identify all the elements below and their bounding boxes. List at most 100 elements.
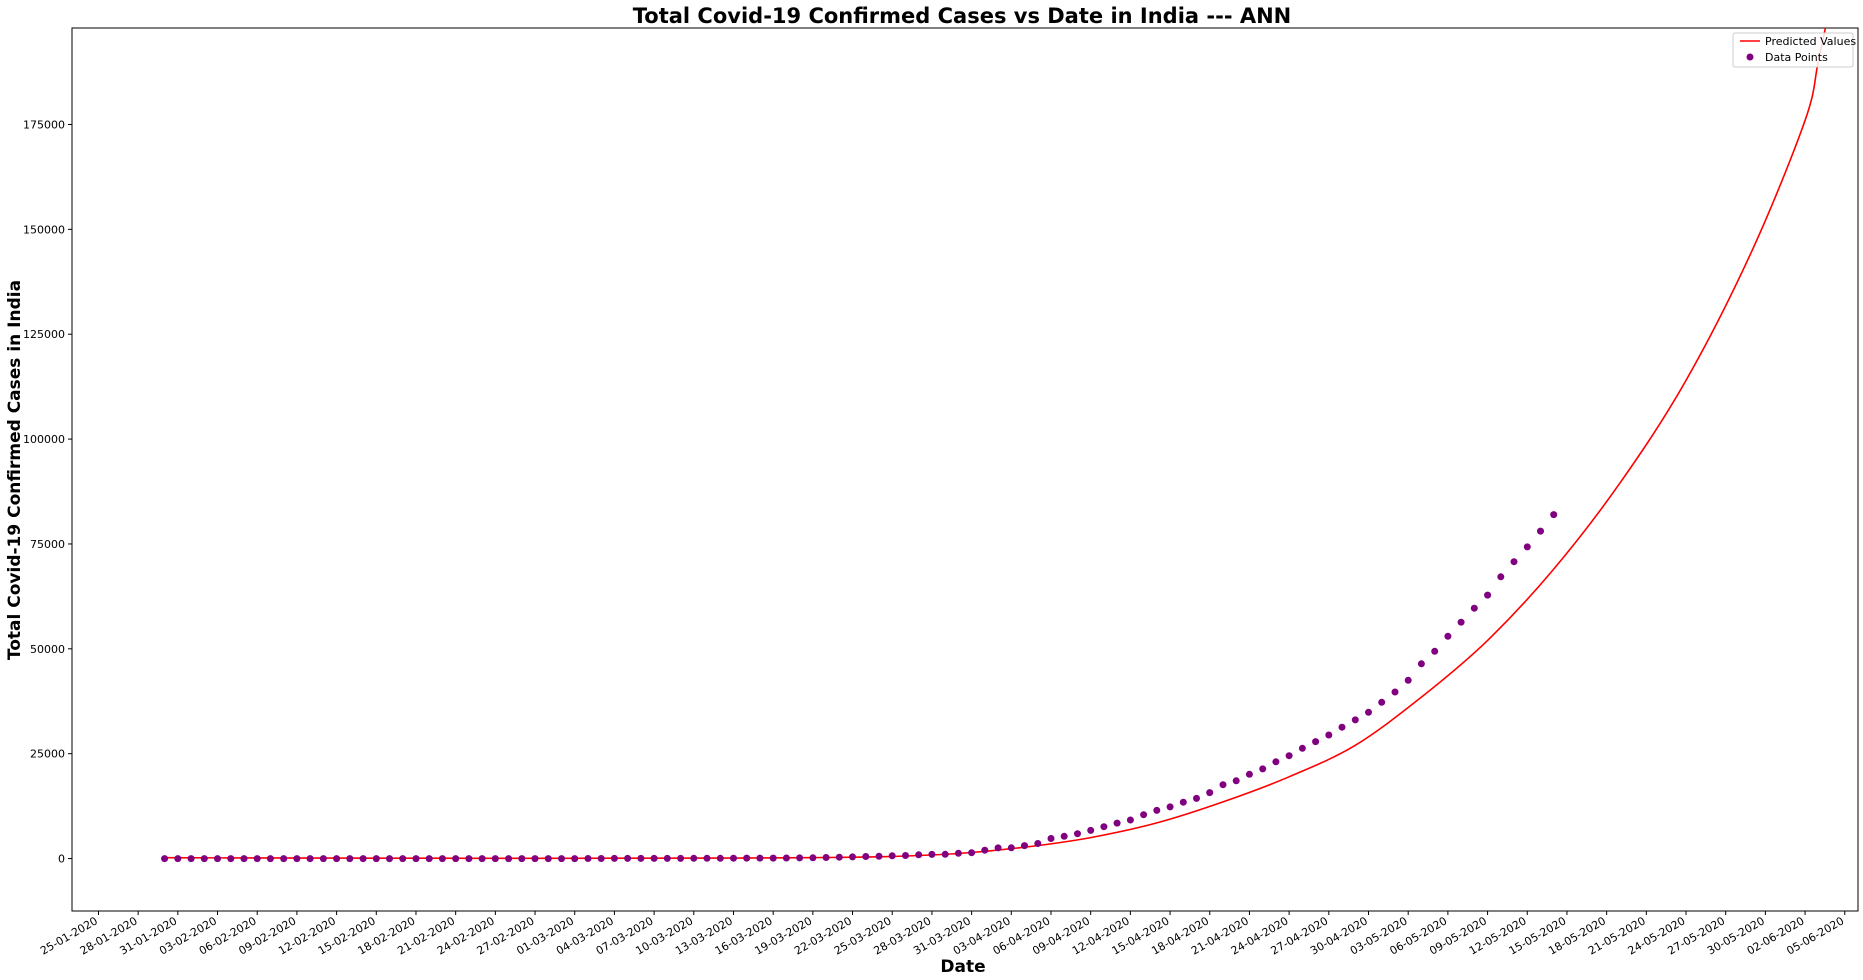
data-point [1272, 758, 1280, 766]
x-axis: 25-01-202028-01-202031-01-202003-02-2020… [38, 911, 1846, 958]
data-point [438, 855, 446, 863]
data-point [1365, 708, 1372, 716]
data-point [1523, 543, 1531, 551]
data-point [637, 854, 645, 862]
data-point [928, 850, 936, 858]
y-tick-label: 125000 [23, 328, 65, 341]
data-point [1404, 676, 1412, 684]
data-point [1325, 731, 1333, 739]
data-point [1021, 842, 1028, 850]
data-point [1259, 765, 1267, 773]
y-axis: 0 25000 50000 75000 100000 125000 150000 175000 [23, 118, 72, 866]
data-point [452, 855, 460, 863]
data-point [703, 854, 711, 862]
data-point [1550, 511, 1558, 519]
data-point [1431, 647, 1439, 655]
data-point [1245, 770, 1253, 778]
data-point [266, 855, 274, 863]
data-point [1444, 632, 1452, 640]
data-point [1391, 688, 1399, 696]
data-point [1285, 752, 1293, 760]
data-point [981, 846, 989, 854]
plot-area-frame [71, 27, 1859, 912]
legend-box [1732, 32, 1854, 68]
chart-title: Total Covid-19 Confirmed Cases vs Date i… [633, 4, 1292, 28]
data-point [888, 852, 896, 860]
data-point [544, 855, 552, 863]
data-point [1312, 738, 1320, 746]
y-tick-label: 0 [58, 853, 65, 866]
data-point [862, 853, 870, 860]
data-point [1351, 716, 1359, 724]
x-axis-label: Date [940, 957, 985, 977]
y-axis-label: Total Covid-19 Confirmed Cases in India [5, 280, 25, 660]
data-point [809, 854, 817, 862]
data-point [584, 855, 592, 862]
data-point [1007, 844, 1015, 852]
data-point [994, 844, 1002, 852]
data-point [187, 855, 195, 863]
data-point [227, 855, 235, 863]
data-point [663, 854, 671, 862]
data-point [491, 855, 499, 863]
data-point [1417, 660, 1425, 668]
y-tick-label: 150000 [23, 223, 65, 236]
y-tick-label: 25000 [30, 748, 65, 761]
data-point [200, 855, 208, 863]
data-point [1126, 816, 1134, 824]
data-point [1497, 573, 1505, 581]
data-point [1034, 840, 1042, 847]
data-point [716, 854, 724, 862]
data-point [306, 855, 314, 863]
data-point [941, 850, 949, 858]
data-point [386, 855, 393, 863]
data-point [875, 852, 883, 860]
data-point [835, 853, 843, 861]
data-point [915, 851, 923, 859]
data-point [161, 855, 169, 863]
data-point [1113, 819, 1121, 827]
data-point [518, 855, 526, 863]
data-point [954, 849, 962, 857]
data-point [240, 855, 248, 863]
y-tick-label: 175000 [23, 118, 65, 131]
data-point [174, 855, 182, 863]
data-point [624, 854, 632, 862]
data-point [1457, 618, 1465, 626]
y-tick-label: 100000 [23, 433, 65, 446]
data-point [1510, 558, 1518, 566]
data-point [1206, 789, 1214, 797]
data-point [1298, 744, 1306, 752]
data-point [769, 854, 777, 862]
data-point [1140, 811, 1148, 819]
data-point [756, 854, 764, 862]
data-point [253, 855, 261, 863]
data-point [968, 849, 976, 857]
data-point [425, 855, 433, 863]
data-point [782, 854, 790, 862]
data-point [849, 853, 856, 861]
data-point [346, 855, 354, 863]
data-point [743, 854, 751, 862]
data-point [597, 855, 605, 862]
data-point [822, 854, 830, 861]
data-point [1484, 591, 1492, 599]
data-point [1166, 803, 1174, 811]
data-point [293, 855, 301, 863]
data-point [359, 855, 367, 863]
data-point [571, 855, 579, 863]
legend-label-data-points: Data Points [1765, 51, 1828, 64]
legend: Predicted Values Data Points [1732, 32, 1856, 68]
data-point [333, 855, 341, 863]
data-point [677, 854, 685, 862]
data-point [412, 855, 420, 863]
data-point [1153, 806, 1161, 814]
data-point [505, 855, 513, 863]
predicted-values-line [164, 28, 1827, 860]
data-point [558, 855, 565, 863]
series-layer [161, 28, 1827, 863]
legend-dot-swatch [1746, 53, 1754, 61]
data-point [796, 854, 804, 862]
data-point [280, 855, 288, 863]
